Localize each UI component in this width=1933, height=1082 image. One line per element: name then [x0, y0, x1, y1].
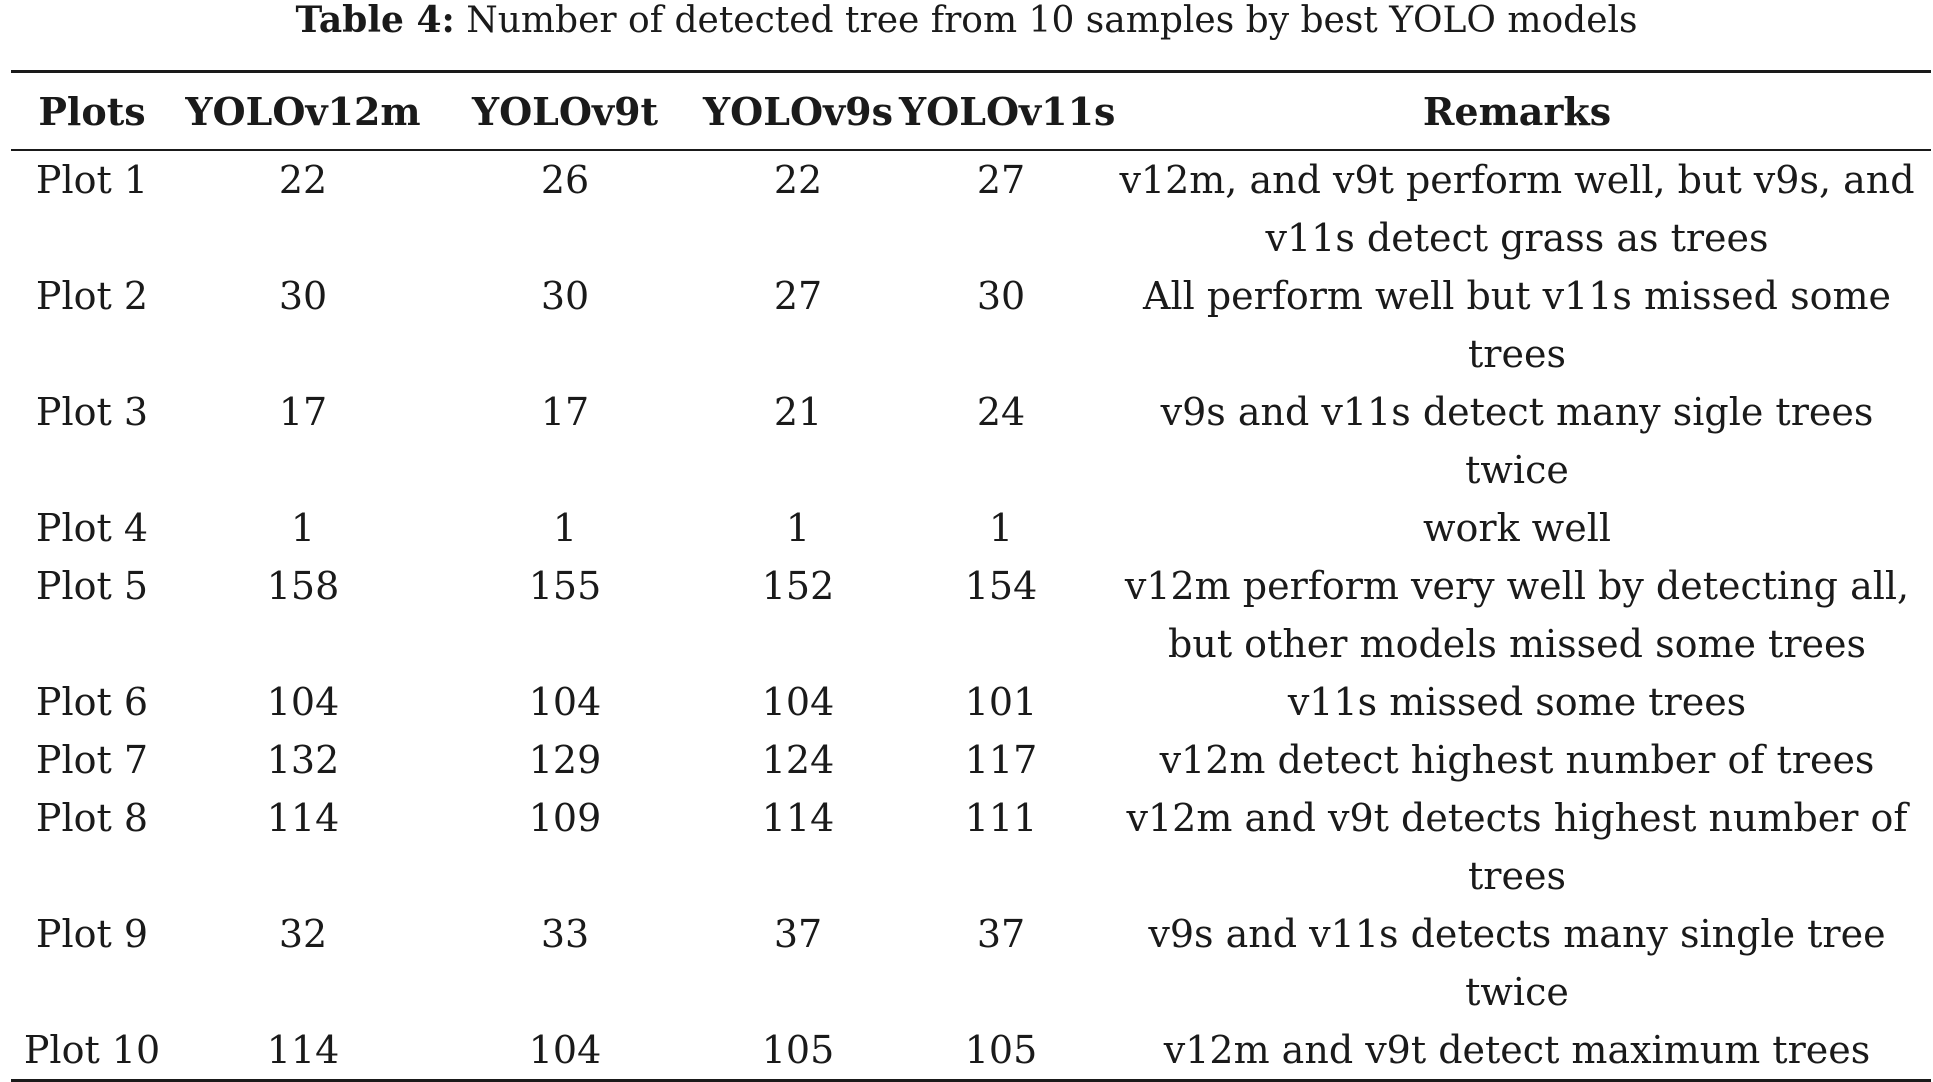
cell-yolov9s: 27 [773, 274, 823, 318]
cell-yolov11s: 1 [988, 506, 1014, 550]
cell-plot: Plot 7 [35, 738, 149, 782]
cell-plot: Plot 3 [35, 390, 149, 434]
cell-yolov9s: 124 [761, 738, 835, 782]
cell-plot: Plot 6 [35, 680, 149, 724]
cell-remark: v12m, and v9t perform well, but v9s, and… [1119, 158, 1915, 260]
table-row: Plot 2 30 30 27 30 All perform well but … [11, 267, 1931, 383]
cell-plot: Plot 9 [35, 912, 149, 956]
cell-yolov11s: 37 [976, 912, 1026, 956]
cell-remark: v12m and v9t detects highest number of t… [1126, 796, 1908, 898]
cell-yolov9t: 33 [540, 912, 590, 956]
cell-yolov9s: 1 [785, 506, 811, 550]
cell-yolov9t: 155 [528, 564, 602, 608]
cell-yolov12m: 22 [278, 158, 328, 202]
cell-yolov11s: 30 [976, 274, 1026, 318]
cell-plot: Plot 4 [35, 506, 149, 550]
cell-yolov9t: 1 [552, 506, 578, 550]
table-row: Plot 7 132 129 124 117 v12m detect highe… [11, 731, 1931, 789]
cell-yolov9s: 22 [773, 158, 823, 202]
table-row: Plot 8 114 109 114 111 v12m and v9t dete… [11, 789, 1931, 905]
cell-remark: work well [1423, 506, 1611, 550]
header-plots: Plots [38, 88, 146, 134]
cell-yolov9s: 21 [773, 390, 823, 434]
cell-yolov11s: 111 [964, 796, 1038, 840]
cell-yolov9t: 26 [540, 158, 590, 202]
table-caption: Table 4: Number of detected tree from 10… [0, 0, 1933, 41]
results-table: Plots YOLOv12m YOLOv9t YOLOv9s YOLOv11s … [11, 70, 1931, 1082]
cell-yolov11s: 154 [964, 564, 1038, 608]
cell-yolov9s: 37 [773, 912, 823, 956]
header-row: Plots YOLOv12m YOLOv9t YOLOv9s YOLOv11s … [11, 71, 1931, 150]
header-yolov9s: YOLOv9s [703, 88, 893, 134]
cell-plot: Plot 10 [23, 1028, 161, 1072]
cell-remark: v12m perform very well by detecting all,… [1124, 564, 1910, 666]
cell-yolov12m: 104 [266, 680, 340, 724]
cell-plot: Plot 2 [35, 274, 149, 318]
table-caption-text: Number of detected tree from 10 samples … [454, 0, 1638, 41]
cell-plot: Plot 1 [35, 158, 149, 202]
cell-yolov11s: 101 [964, 680, 1038, 724]
cell-yolov12m: 1 [290, 506, 316, 550]
cell-yolov11s: 24 [976, 390, 1026, 434]
cell-yolov9s: 105 [761, 1028, 835, 1072]
header-yolov12m: YOLOv12m [185, 88, 421, 134]
cell-yolov12m: 158 [266, 564, 340, 608]
table-row: Plot 4 1 1 1 1 work well [11, 499, 1931, 557]
header-yolov9t: YOLOv9t [471, 88, 659, 134]
cell-yolov12m: 17 [278, 390, 328, 434]
header-remarks: Remarks [1422, 88, 1612, 134]
cell-yolov9t: 104 [528, 1028, 602, 1072]
cell-plot: Plot 8 [35, 796, 149, 840]
table-row: Plot 3 17 17 21 24 v9s and v11s detect m… [11, 383, 1931, 499]
cell-yolov9t: 104 [528, 680, 602, 724]
cell-yolov9t: 30 [540, 274, 590, 318]
cell-yolov12m: 32 [278, 912, 328, 956]
cell-remark: v9s and v11s detect many sigle trees twi… [1160, 390, 1874, 492]
table-row: Plot 6 104 104 104 101 v11s missed some … [11, 673, 1931, 731]
table-row: Plot 1 22 26 22 27 v12m, and v9t perform… [11, 150, 1931, 267]
cell-yolov12m: 30 [278, 274, 328, 318]
table-row: Plot 5 158 155 152 154 v12m perform very… [11, 557, 1931, 673]
table-caption-label: Table 4: [295, 0, 455, 41]
cell-yolov12m: 132 [266, 738, 340, 782]
cell-yolov9t: 129 [528, 738, 602, 782]
cell-yolov9t: 109 [528, 796, 602, 840]
cell-remark: v12m detect highest number of trees [1159, 738, 1875, 782]
cell-yolov11s: 27 [976, 158, 1026, 202]
cell-remark: All perform well but v11s missed some tr… [1143, 274, 1891, 376]
table-row: Plot 9 32 33 37 37 v9s and v11s detects … [11, 905, 1931, 1021]
header-yolov11s: YOLOv11s [899, 88, 1116, 134]
cell-yolov11s: 105 [964, 1028, 1038, 1072]
cell-plot: Plot 5 [35, 564, 149, 608]
cell-yolov12m: 114 [266, 1028, 340, 1072]
cell-remark: v11s missed some trees [1287, 680, 1747, 724]
cell-yolov9s: 104 [761, 680, 835, 724]
cell-yolov9s: 114 [761, 796, 835, 840]
cell-yolov12m: 114 [266, 796, 340, 840]
cell-remark: v12m and v9t detect maximum trees [1163, 1028, 1871, 1072]
table-row: Plot 10 114 104 105 105 v12m and v9t det… [11, 1021, 1931, 1081]
cell-remark: v9s and v11s detects many single tree tw… [1148, 912, 1886, 1014]
cell-yolov11s: 117 [964, 738, 1038, 782]
cell-yolov9t: 17 [540, 390, 590, 434]
cell-yolov9s: 152 [761, 564, 835, 608]
